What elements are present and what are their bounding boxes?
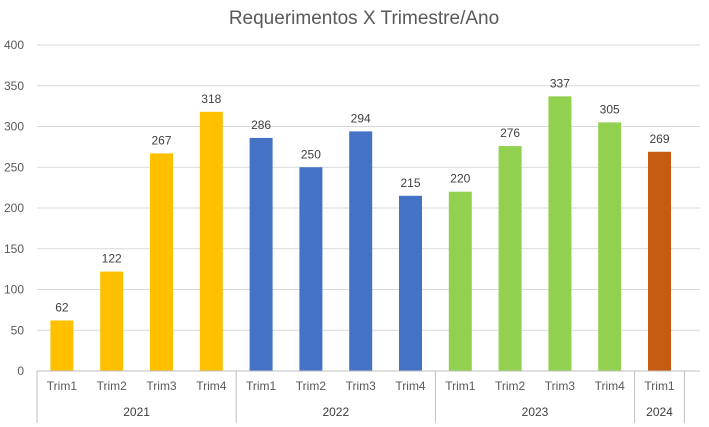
x-tick-label: Trim3 <box>146 379 177 393</box>
data-label: 267 <box>151 133 171 147</box>
y-tick-label: 200 <box>4 201 24 215</box>
chart-title: Requerimentos X Trimestre/Ano <box>229 8 499 29</box>
y-axis: 0 50 100 150 200 250 300 350 400 <box>4 38 24 378</box>
data-label: 269 <box>649 132 669 146</box>
y-tick-label: 100 <box>4 283 24 297</box>
x-tick-label: Trim4 <box>395 379 426 393</box>
data-label: 215 <box>400 176 420 190</box>
bar-2024-trim1 <box>648 151 671 371</box>
bar-2023-trim2 <box>498 146 522 371</box>
data-label: 294 <box>351 111 371 125</box>
x-group-label: 2023 <box>522 405 549 419</box>
data-label: 286 <box>251 118 271 132</box>
bar-2023-trim1 <box>448 191 472 371</box>
bar-2022-trim2 <box>299 167 323 371</box>
x-tick-label: Trim3 <box>346 379 377 393</box>
x-tick-label: Trim2 <box>97 379 128 393</box>
bar-2022-trim3 <box>349 131 373 371</box>
x-tick-label: Trim3 <box>545 379 576 393</box>
bar-2023-trim3 <box>548 96 572 371</box>
x-tick-label: Trim1 <box>445 379 476 393</box>
bar-2023-trim4 <box>598 122 622 371</box>
bar-2022-trim4 <box>399 195 422 371</box>
x-tick-label: Trim1 <box>246 379 277 393</box>
y-tick-label: 0 <box>17 364 24 378</box>
y-tick-label: 300 <box>4 120 24 134</box>
bar-2022-trim1 <box>249 137 273 371</box>
x-axis: Trim1 Trim2 Trim3 Trim4 2021 Trim1 Trim2 Trim3 T… <box>36 370 700 423</box>
x-tick-label: Trim4 <box>595 379 626 393</box>
y-tick-label: 150 <box>4 242 24 256</box>
bar-2021-trim1 <box>50 320 74 371</box>
data-label: 305 <box>600 102 620 116</box>
y-tick-label: 350 <box>4 79 24 93</box>
data-label: 122 <box>102 252 122 266</box>
bar-2021-trim2 <box>100 271 124 371</box>
data-label: 250 <box>301 147 321 161</box>
bars <box>50 96 671 371</box>
x-group-label: 2024 <box>646 405 673 419</box>
x-group-label: 2022 <box>322 405 349 419</box>
x-tick-label: Trim2 <box>296 379 327 393</box>
x-tick-label: Trim2 <box>495 379 526 393</box>
data-label: 337 <box>550 76 570 90</box>
x-tick-label: Trim4 <box>196 379 227 393</box>
bar-2021-trim3 <box>150 153 173 371</box>
y-tick-label: 400 <box>4 38 24 52</box>
x-tick-label: Trim1 <box>47 379 78 393</box>
data-labels: 62 122 267 318 286 250 294 215 220 276 337 305 269 <box>55 76 670 314</box>
y-tick-label: 250 <box>4 160 24 174</box>
bar-2021-trim4 <box>199 111 223 371</box>
data-label: 276 <box>500 126 520 140</box>
data-label: 62 <box>55 300 69 314</box>
data-label: 220 <box>450 172 470 186</box>
x-group-label: 2021 <box>123 405 150 419</box>
x-tick-label: Trim1 <box>644 379 675 393</box>
y-tick-label: 50 <box>11 323 25 337</box>
data-label: 318 <box>201 92 221 106</box>
